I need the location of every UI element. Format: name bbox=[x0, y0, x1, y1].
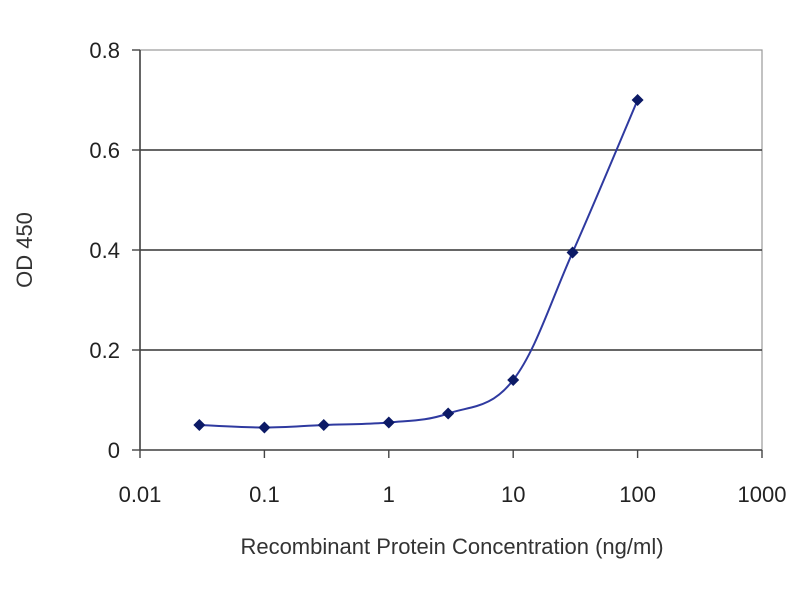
y-tick-label: 0.4 bbox=[89, 238, 120, 263]
x-tick-label: 0.01 bbox=[119, 482, 162, 507]
data-point bbox=[258, 421, 271, 434]
x-axis-title: Recombinant Protein Concentration (ng/ml… bbox=[240, 534, 663, 559]
y-tick-label: 0.8 bbox=[89, 38, 120, 63]
y-tick-labels: 0 0.2 0.4 0.6 0.8 bbox=[89, 38, 120, 463]
data-point bbox=[442, 407, 455, 420]
x-tick-labels: 0.01 0.1 1 10 100 1000 bbox=[119, 482, 787, 507]
y-tick-label: 0 bbox=[108, 438, 120, 463]
data-point bbox=[382, 416, 395, 429]
x-tick-label: 0.1 bbox=[249, 482, 280, 507]
data-point bbox=[566, 246, 579, 259]
x-tick-label: 1000 bbox=[738, 482, 787, 507]
y-tick-label: 0.6 bbox=[89, 138, 120, 163]
data-point bbox=[193, 419, 206, 431]
x-tick-label: 10 bbox=[501, 482, 525, 507]
axes bbox=[132, 49, 763, 458]
y-tick-label: 0.2 bbox=[89, 338, 120, 363]
x-tick-label: 1 bbox=[383, 482, 395, 507]
x-tick-label: 100 bbox=[619, 482, 656, 507]
data-series bbox=[193, 94, 644, 434]
y-axis-title: OD 450 bbox=[12, 212, 37, 288]
data-point bbox=[317, 419, 330, 431]
data-point bbox=[631, 94, 644, 106]
gridlines bbox=[140, 149, 762, 351]
data-point bbox=[507, 374, 520, 386]
